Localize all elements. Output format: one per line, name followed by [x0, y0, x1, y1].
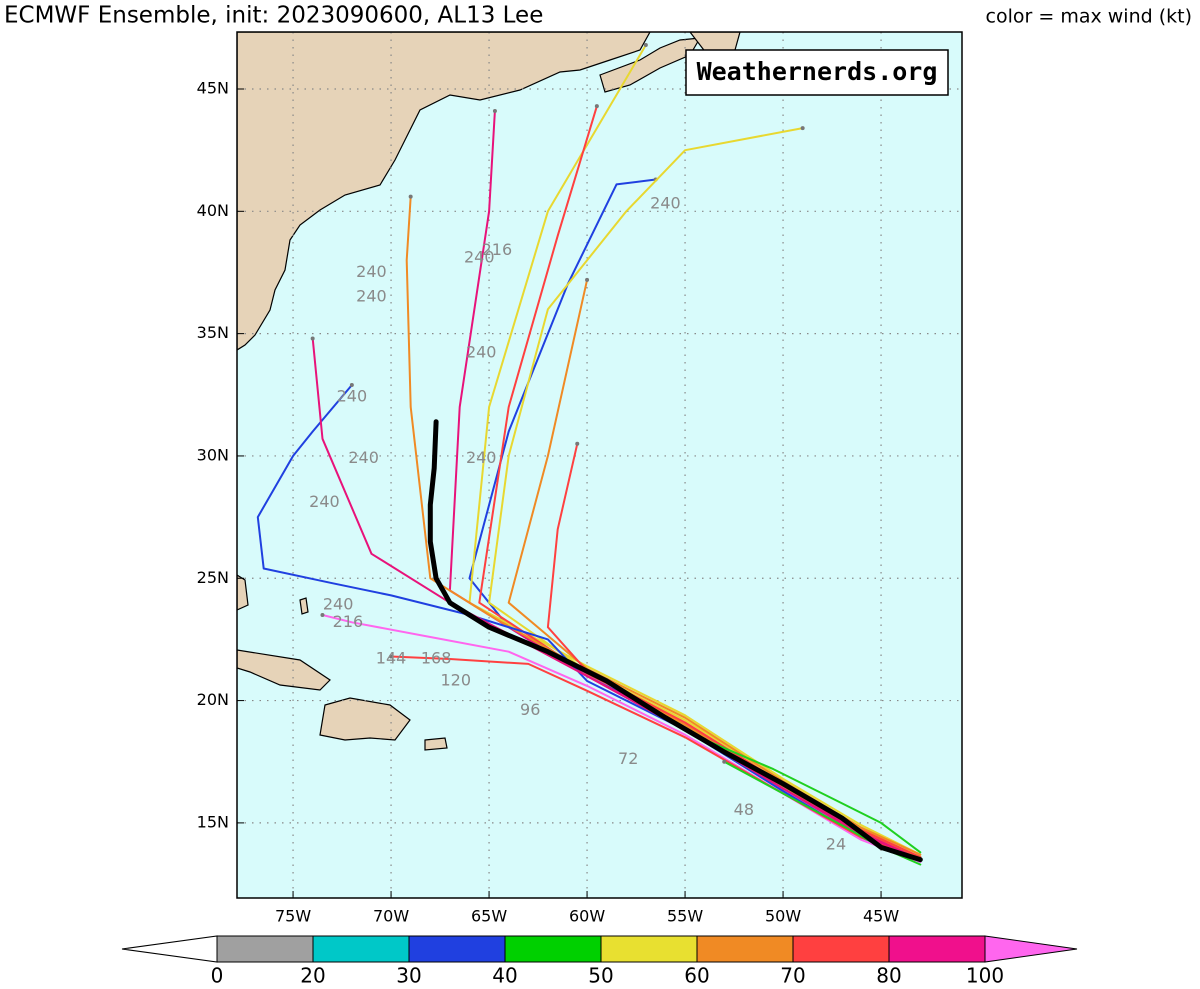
bahamas: [299, 597, 309, 615]
ensemble-track: [321, 614, 922, 863]
colorbar-segment: [504, 935, 602, 963]
hour-label: 48: [734, 800, 754, 819]
cuba: [237, 649, 331, 691]
ensemble-track: [311, 337, 922, 861]
lat-tick-label: 15N: [197, 812, 229, 831]
ensemble-track: [390, 655, 922, 861]
hour-label: 96: [520, 700, 540, 719]
ensemble-track: [703, 738, 922, 854]
colorbar-label: 20: [300, 964, 325, 988]
hour-label: 240: [466, 448, 497, 467]
lon-tick-label: 50W: [765, 907, 801, 926]
hour-label: 240: [323, 595, 354, 614]
colorbar-label: 0: [211, 964, 224, 988]
legend-note: color = max wind (kt): [986, 6, 1192, 28]
colorbar-label: 80: [876, 964, 901, 988]
lat-tick-label: 35N: [197, 323, 229, 342]
title: ECMWF Ensemble, init: 2023090600, AL13 L…: [4, 3, 543, 29]
hour-label: 240: [356, 286, 387, 305]
lat-tick-label: 20N: [197, 690, 229, 709]
track-end: [310, 336, 315, 341]
track-end: [643, 42, 648, 47]
colorbar-under: [121, 935, 218, 963]
lat-tick-label: 30N: [197, 445, 229, 464]
hour-label: 24: [826, 834, 846, 853]
watermark: Weathernerds.org: [697, 57, 938, 86]
colorbar-over: [984, 935, 1078, 963]
puerto-rico: [424, 737, 448, 751]
colorbar-label: 60: [684, 964, 709, 988]
colorbar-segment: [888, 935, 986, 963]
colorbar-label: 40: [492, 964, 517, 988]
lon-tick-label: 45W: [863, 907, 899, 926]
hour-label: 240: [650, 193, 681, 212]
mean-track: [427, 419, 923, 863]
colorbar-label: 30: [396, 964, 421, 988]
colorbar-segment: [408, 935, 506, 963]
colorbar-segment: [216, 935, 314, 963]
track-end: [800, 126, 805, 131]
lat-tick-label: 40N: [197, 201, 229, 220]
tracks: [256, 42, 923, 866]
hour-label: 216: [482, 240, 513, 259]
lon-tick-label: 65W: [471, 907, 507, 926]
lon-tick-label: 60W: [569, 907, 605, 926]
colorbar-segment: [792, 935, 890, 963]
colorbar-segment: [696, 935, 794, 963]
track-end: [492, 109, 497, 114]
hour-label: 240: [337, 387, 368, 406]
track-end: [320, 612, 325, 617]
lon-tick-label: 55W: [667, 907, 703, 926]
track-end: [585, 277, 590, 282]
axes: 75W 70W 65W 60W 55W 50W 45W 15N 20N 25N 30N 35N 40N 4…: [197, 78, 900, 925]
hour-label: 168: [421, 648, 452, 667]
hour-label: 240: [348, 448, 379, 467]
colorbar-label: 70: [780, 964, 805, 988]
colorbar-segment: [600, 935, 698, 963]
hour-label: 240: [466, 343, 497, 362]
track-end: [722, 759, 727, 764]
track-end: [575, 441, 580, 446]
colorbar: 0 20 30 40 50 60 70 80 100: [121, 935, 1078, 988]
track-end: [349, 383, 354, 388]
hour-label: 144: [376, 648, 407, 667]
track-end: [594, 104, 599, 109]
lat-tick-label: 45N: [197, 78, 229, 97]
lon-tick-label: 70W: [373, 907, 409, 926]
north-america: [237, 32, 651, 351]
hour-label: 240: [309, 492, 340, 511]
hour-label: 216: [333, 612, 364, 631]
ensemble-track: [468, 44, 922, 856]
track-end: [408, 194, 413, 199]
colorbar-label: 50: [588, 964, 613, 988]
ensemble-track: [256, 384, 922, 863]
watermark-box: [685, 49, 949, 96]
hour-label: 72: [618, 749, 638, 768]
lat-tick-label: 25N: [197, 568, 229, 587]
hour-label: 120: [440, 671, 471, 690]
colorbar-segment: [312, 935, 410, 963]
hour-label: 240: [464, 247, 495, 266]
track-end: [389, 654, 394, 659]
hour-label: 240: [356, 262, 387, 281]
colorbar-label: 100: [966, 964, 1004, 988]
lon-tick-label: 75W: [275, 907, 311, 926]
grid: [237, 32, 962, 898]
map-frame: [236, 31, 963, 899]
hispaniola: [319, 697, 411, 741]
